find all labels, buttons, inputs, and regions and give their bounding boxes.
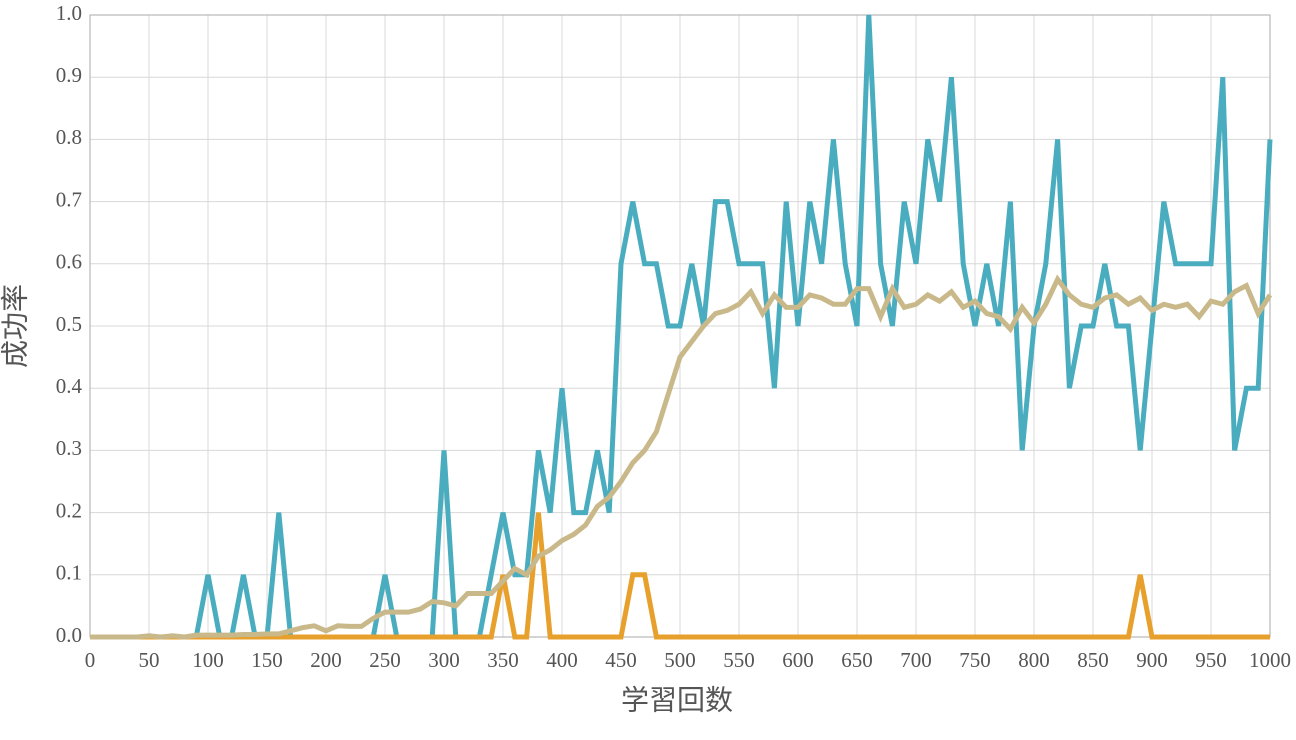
x-tick-label: 950 <box>1195 648 1227 672</box>
y-tick-label: 0.2 <box>56 498 82 522</box>
series-line <box>90 512 1270 640</box>
x-tick-label: 900 <box>1136 648 1168 672</box>
x-tick-label: 600 <box>782 648 814 672</box>
y-tick-label: 0.4 <box>56 374 83 398</box>
x-tick-label: 1000 <box>1249 648 1291 672</box>
y-tick-label: 0.0 <box>56 623 82 647</box>
x-tick-label: 500 <box>664 648 696 672</box>
y-tick-label: 0.5 <box>56 312 82 336</box>
x-tick-label: 50 <box>139 648 160 672</box>
x-tick-label: 100 <box>192 648 224 672</box>
y-axis-title: 成功率 <box>0 284 31 368</box>
y-tick-label: 1.0 <box>56 1 82 25</box>
x-tick-label: 200 <box>310 648 342 672</box>
x-tick-label: 300 <box>428 648 460 672</box>
x-tick-label: 250 <box>369 648 401 672</box>
x-tick-label: 800 <box>1018 648 1050 672</box>
x-tick-label: 850 <box>1077 648 1109 672</box>
y-tick-label: 0.6 <box>56 250 82 274</box>
y-tick-label: 0.7 <box>56 187 82 211</box>
y-tick-label: 0.1 <box>56 561 82 585</box>
x-axis-title: 学習回数 <box>621 684 733 716</box>
series-line <box>90 14 1273 640</box>
series-line <box>90 274 1273 640</box>
y-tick-label: 0.3 <box>56 436 82 460</box>
x-tick-label: 750 <box>959 648 991 672</box>
x-tick-label: 550 <box>723 648 755 672</box>
x-tick-label: 650 <box>841 648 873 672</box>
x-tick-label: 0 <box>85 648 96 672</box>
x-tick-label: 450 <box>605 648 637 672</box>
y-tick-label: 0.8 <box>56 125 82 149</box>
x-tick-label: 700 <box>900 648 932 672</box>
x-tick-label: 400 <box>546 648 578 672</box>
x-tick-label: 350 <box>487 648 519 672</box>
y-tick-label: 0.9 <box>56 63 82 87</box>
x-tick-label: 150 <box>251 648 283 672</box>
